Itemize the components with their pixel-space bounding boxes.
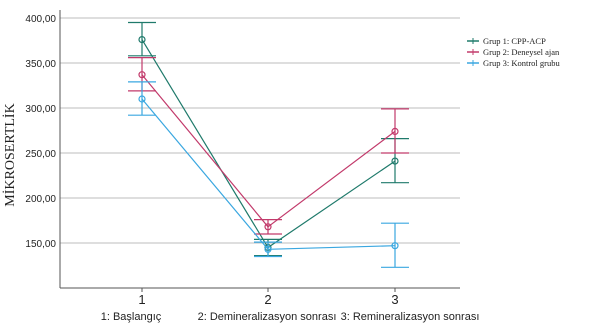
series-line [141,74,396,228]
data-point [264,245,272,253]
y-tick-label: 200,00 [25,194,56,205]
legend-label: Grup 3: Kontrol grubu [483,58,560,68]
y-tick-label: 350,00 [25,59,56,70]
data-point [391,157,399,165]
y-tick-label: 250,00 [25,149,56,160]
data-point [138,71,146,79]
y-tick-labels: 150,00 200,00 250,00 300,00 350,00 400,00 [25,14,56,250]
x-category-label: 3: Remineralizasyon sonrası [341,311,480,323]
x-category-label: 1: Başlangıç [101,311,162,323]
x-tick-label: 1 [138,292,145,307]
data-point [264,223,272,231]
x-category-label: 2: Demineralizasyon sonrası [198,311,337,323]
axes [59,10,460,289]
x-tick-labels: 1 2 3 [138,288,399,307]
x-category-labels: 1: Başlangıç 2: Demineralizasyon sonrası 3… [101,311,480,323]
x-tick-label: 2 [264,292,271,307]
data-point [138,35,146,44]
data-point [391,242,399,250]
data-point [138,95,146,103]
y-tick-label: 400,00 [25,14,56,25]
series [128,56,409,235]
legend-label: Grup 1: CPP-ACP [483,36,546,46]
legend-label: Grup 2: Deneysel ajan [483,47,560,57]
data-point [391,127,399,135]
series-group [128,21,409,268]
grid-lines [60,17,460,244]
series [128,81,409,268]
y-tick-label: 150,00 [25,239,56,250]
y-tick-label: 300,00 [25,104,56,115]
y-axis-label: MİKROSERTLİK [2,103,18,206]
x-tick-label: 3 [391,292,398,307]
